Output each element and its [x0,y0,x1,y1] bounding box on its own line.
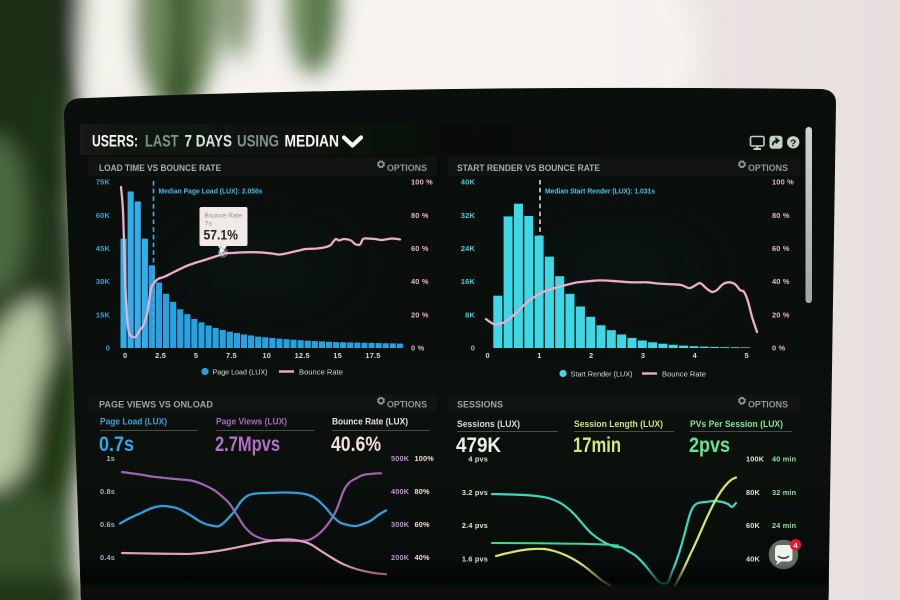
svg-text:3: 3 [641,351,645,360]
svg-text:2pvs: 2pvs [689,434,730,457]
svg-text:7.5: 7.5 [226,351,237,360]
svg-text:MEDIAN: MEDIAN [285,133,340,151]
svg-text:40%: 40% [415,553,431,562]
svg-text:100 %: 100 % [772,178,794,187]
svg-text:Start Render (LUX): Start Render (LUX) [571,370,633,379]
svg-text:60 %: 60 % [772,244,790,253]
svg-text:0 %: 0 % [772,344,786,353]
svg-text:24 min: 24 min [772,521,796,530]
svg-text:8K: 8K [465,310,475,319]
svg-text:OPTIONS: OPTIONS [748,163,788,173]
svg-text:Sessions (LUX): Sessions (LUX) [457,419,520,429]
svg-text:4: 4 [793,541,798,550]
svg-text:0.6s: 0.6s [100,520,115,529]
svg-text:0: 0 [485,351,489,360]
svg-text:32 min: 32 min [772,488,796,497]
svg-text:Bounce Rate: Bounce Rate [205,213,243,220]
svg-text:1: 1 [537,351,541,360]
svg-text:2.4 pvs: 2.4 pvs [462,521,488,530]
svg-text:500K: 500K [391,454,410,463]
svg-text:20 %: 20 % [411,310,429,319]
svg-text:1s: 1s [106,454,115,463]
svg-text:400K: 400K [391,487,410,496]
svg-text:0.7s: 0.7s [99,433,134,456]
svg-text:20 %: 20 % [772,310,790,319]
svg-text:0: 0 [123,351,127,360]
svg-text:80K: 80K [746,488,761,497]
svg-text:17min: 17min [573,434,621,457]
svg-text:80 %: 80 % [411,211,429,220]
svg-text:PVs Per Session (LUX): PVs Per Session (LUX) [690,419,783,429]
svg-text:60K: 60K [746,521,761,530]
svg-text:10: 10 [262,351,271,360]
svg-text:2: 2 [589,351,593,360]
svg-text:40 min: 40 min [772,455,796,464]
svg-text:479K: 479K [456,434,501,457]
svg-text:LOAD TIME VS BOUNCE RATE: LOAD TIME VS BOUNCE RATE [99,163,221,173]
svg-text:0 %: 0 % [411,344,425,353]
svg-text:Bounce Rate (LUX): Bounce Rate (LUX) [332,417,408,427]
svg-text:Bounce Rate: Bounce Rate [662,370,706,379]
svg-text:7 DAYS: 7 DAYS [185,133,233,151]
svg-text:OPTIONS: OPTIONS [748,399,788,409]
svg-text:15: 15 [333,351,342,360]
svg-text:60%: 60% [415,520,431,529]
svg-text:40K: 40K [746,554,761,563]
svg-text:12.5: 12.5 [295,351,310,360]
svg-text:LAST: LAST [145,133,179,151]
svg-text:USING: USING [237,133,279,151]
svg-text:2.5: 2.5 [155,351,166,360]
svg-text:?: ? [790,137,796,149]
svg-text:5: 5 [194,351,198,360]
svg-text:2.7Mpvs: 2.7Mpvs [215,433,280,456]
svg-text:0.8s: 0.8s [100,487,115,496]
svg-text:0: 0 [106,344,110,353]
svg-text:Page Views (LUX): Page Views (LUX) [216,417,287,427]
svg-text:Session Length (LUX): Session Length (LUX) [574,419,663,429]
svg-text:100%: 100% [415,454,435,463]
svg-text:OPTIONS: OPTIONS [387,163,427,173]
svg-text:SESSIONS: SESSIONS [457,400,503,410]
svg-text:75K: 75K [96,178,111,187]
svg-text:USERS:: USERS: [92,133,138,151]
svg-text:32K: 32K [461,211,476,220]
svg-text:40 %: 40 % [411,277,429,286]
svg-text:3.2 pvs: 3.2 pvs [462,488,488,497]
svg-text:Page Load (LUX): Page Load (LUX) [213,368,268,377]
svg-text:4: 4 [693,351,698,360]
svg-text:100 %: 100 % [411,178,433,187]
svg-text:57.1%: 57.1% [204,227,239,243]
svg-text:30K: 30K [96,277,111,286]
svg-text:200K: 200K [391,553,410,562]
svg-text:80%: 80% [415,487,431,496]
svg-text:Median Start Render (LUX): 1.0: Median Start Render (LUX): 1.031s [545,187,655,196]
svg-text:300K: 300K [391,520,410,529]
svg-text:80 %: 80 % [772,211,790,220]
svg-text:60K: 60K [96,211,111,220]
svg-text:Page Load (LUX): Page Load (LUX) [100,417,167,427]
svg-text:40.6%: 40.6% [331,433,381,456]
svg-text:7s: 7s [205,221,213,228]
svg-text:45K: 45K [96,244,111,253]
svg-text:16K: 16K [461,277,476,286]
svg-text:0: 0 [471,344,475,353]
svg-text:60 %: 60 % [411,244,429,253]
svg-text:4 pvs: 4 pvs [468,455,488,464]
svg-text:40 %: 40 % [772,277,790,286]
svg-text:100K: 100K [746,455,765,464]
svg-text:17.5: 17.5 [365,351,380,360]
svg-text:OPTIONS: OPTIONS [387,399,427,409]
svg-text:5: 5 [744,351,748,360]
svg-text:15K: 15K [96,310,111,319]
svg-text:PAGE VIEWS VS ONLOAD: PAGE VIEWS VS ONLOAD [99,400,213,410]
svg-text:24K: 24K [461,244,476,253]
svg-text:0.4s: 0.4s [100,553,115,562]
svg-text:Median Page Load (LUX): 2.056s: Median Page Load (LUX): 2.056s [159,187,263,196]
svg-text:1.6 pvs: 1.6 pvs [462,554,488,563]
svg-text:START RENDER VS BOUNCE RATE: START RENDER VS BOUNCE RATE [457,163,600,173]
svg-text:Bounce Rate: Bounce Rate [299,368,343,377]
svg-text:40K: 40K [461,178,476,187]
